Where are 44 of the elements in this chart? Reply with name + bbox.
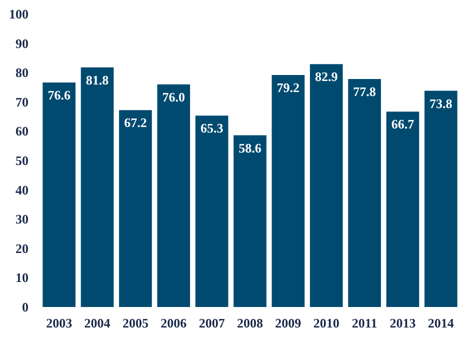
y-tick-label: 100: [9, 6, 28, 22]
data-label: 58.6: [238, 140, 262, 156]
y-tick-label: 20: [16, 240, 28, 256]
data-label: 82.9: [314, 69, 338, 84]
x-tick-label: 2010: [313, 316, 340, 330]
bar: [119, 110, 152, 307]
y-tick-label: 90: [16, 36, 28, 51]
x-tick-label: 2003: [46, 316, 73, 330]
x-tick-label: 2006: [160, 316, 188, 330]
data-label: 65.3: [200, 120, 224, 136]
data-label: 67.2: [124, 115, 147, 130]
x-tick-label: 2004: [84, 316, 111, 330]
y-tick-label: 50: [16, 153, 28, 168]
x-tick-label: 2007: [198, 316, 226, 330]
x-tick-label: 2009: [275, 316, 302, 330]
y-tick-label: 40: [16, 182, 28, 198]
data-label: 79.2: [276, 80, 300, 95]
bar: [272, 74, 305, 307]
x-tick-label: 2013: [390, 316, 416, 330]
bar: [42, 82, 76, 307]
data-label: 73.8: [430, 96, 453, 111]
data-label: 76.6: [48, 88, 71, 103]
x-tick-label: 2011: [352, 316, 378, 330]
x-tick-label: 2005: [122, 316, 149, 330]
x-tick-label: 2008: [237, 316, 264, 330]
bar: [80, 67, 114, 307]
bar: [195, 116, 228, 307]
x-tick-label: 2014: [428, 316, 454, 330]
bar: [310, 64, 343, 307]
bar: [157, 84, 190, 307]
y-tick-label: 70: [16, 94, 28, 110]
data-label: 66.7: [391, 116, 415, 132]
y-tick-label: 30: [16, 212, 28, 227]
data-label: 76.0: [162, 89, 186, 104]
bar: [348, 79, 381, 307]
bar: [424, 90, 458, 307]
y-tick-label: 80: [16, 65, 28, 80]
bar: [234, 135, 266, 307]
y-tick-label: 10: [16, 270, 28, 286]
y-tick-label: 0: [22, 300, 28, 314]
data-label: 81.8: [86, 72, 110, 88]
y-tick-label: 60: [16, 124, 28, 139]
bar: [386, 112, 420, 307]
data-label: 77.8: [353, 84, 376, 100]
